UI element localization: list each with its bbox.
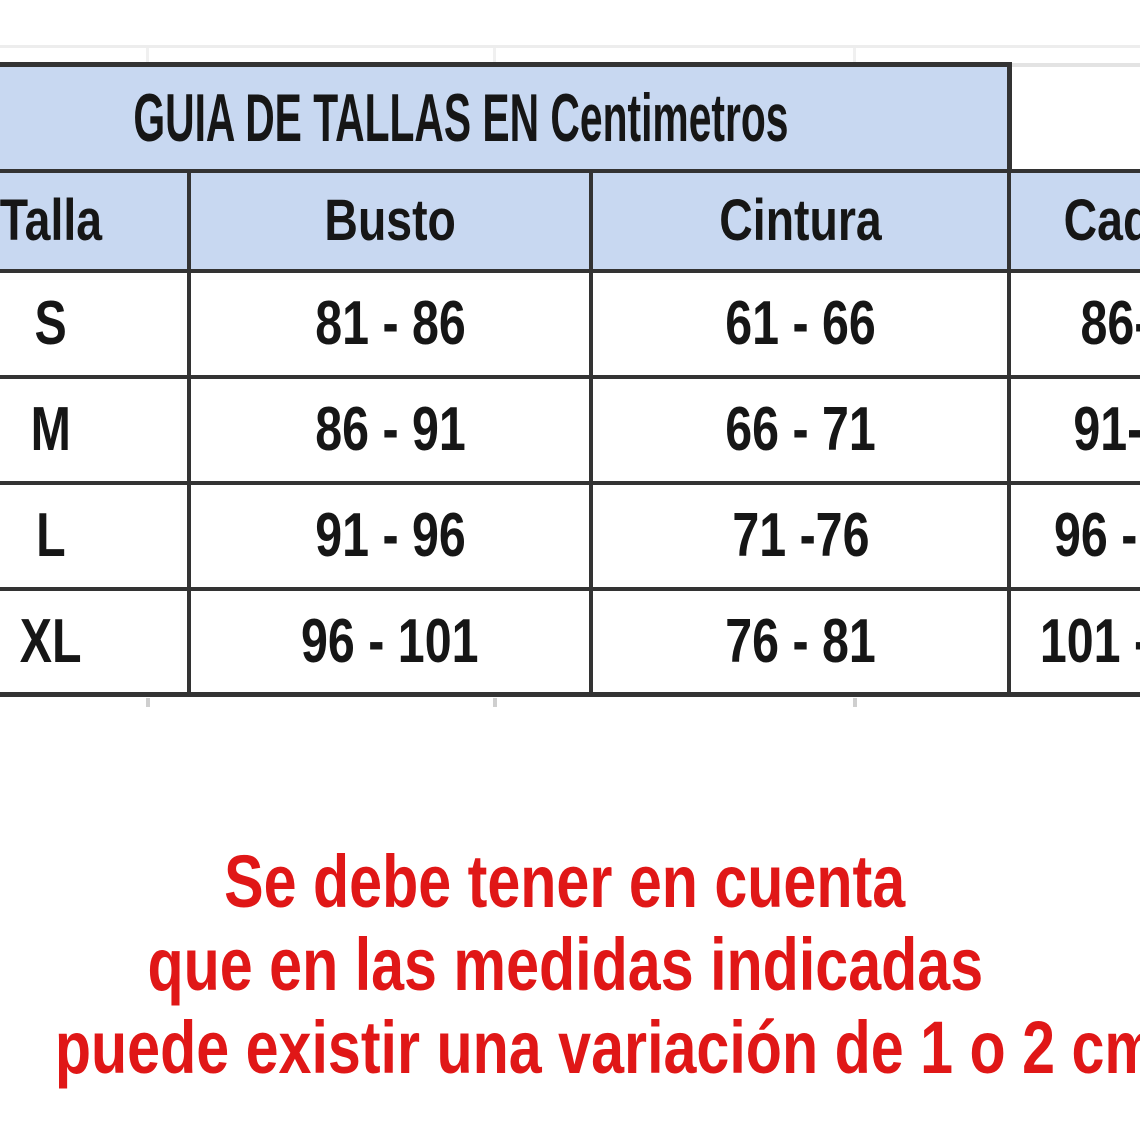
busto-value: 86 - 91 — [314, 395, 466, 464]
table-row-m: M 86 - 91 66 - 71 91- 96 — [0, 374, 1140, 485]
gridline-top — [0, 45, 1140, 48]
size-table: GUIA DE TALLAS EN Centimetros Talla Bust… — [0, 62, 1140, 697]
size-label: S — [34, 289, 67, 358]
cell-cadera: 91- 96 — [1007, 374, 1140, 485]
column-header-talla: Talla — [0, 168, 191, 273]
cell-size: S — [0, 268, 191, 379]
gridline-stub — [853, 48, 856, 62]
note-text: Se debe tener en cuenta — [224, 840, 906, 923]
size-label: L — [35, 501, 66, 570]
table-row-s: S 81 - 86 61 - 66 86-91 — [0, 268, 1140, 379]
cintura-value: 61 - 66 — [725, 289, 876, 358]
gridline-stub — [493, 698, 497, 707]
table-row-l: L 91 - 96 71 -76 96 - 101 — [0, 480, 1140, 591]
cintura-value: 66 - 71 — [725, 395, 876, 464]
note-line-2: que en las medidas indicadas — [0, 923, 1140, 1006]
column-header-busto: Busto — [186, 168, 594, 273]
note-text: puede existir una variación de 1 o 2 cm. — [54, 1006, 1140, 1089]
table-title-row: GUIA DE TALLAS EN Centimetros — [0, 62, 1140, 173]
column-header-label: Talla — [0, 188, 102, 253]
column-header-label: Cadera — [1063, 188, 1140, 253]
cell-size: XL — [0, 586, 191, 697]
column-header-label: Busto — [324, 188, 456, 253]
cell-busto: 81 - 86 — [186, 268, 594, 379]
column-header-label: Cintura — [719, 188, 882, 253]
cell-cintura: 71 -76 — [589, 480, 1012, 591]
empty-corner-cell — [1009, 62, 1140, 171]
cell-cintura: 76 - 81 — [589, 586, 1012, 697]
table-title: GUIA DE TALLAS EN Centimetros — [133, 79, 789, 156]
column-header-cadera: Cadera — [1007, 168, 1140, 273]
size-label: M — [30, 395, 71, 464]
cell-busto: 86 - 91 — [186, 374, 594, 485]
gridline-stub — [493, 48, 496, 62]
cintura-value: 71 -76 — [731, 501, 869, 570]
cadera-value: 86-91 — [1080, 289, 1140, 358]
note-text: que en las medidas indicadas — [147, 923, 983, 1006]
cell-cadera: 101 - 106 — [1007, 586, 1140, 697]
table-title-cell: GUIA DE TALLAS EN Centimetros — [0, 62, 1012, 173]
cell-busto: 96 - 101 — [186, 586, 594, 697]
gridline-stub — [146, 48, 149, 62]
cell-cintura: 66 - 71 — [589, 374, 1012, 485]
cell-size: L — [0, 480, 191, 591]
size-label: XL — [19, 606, 82, 676]
busto-value: 91 - 96 — [314, 501, 466, 570]
cell-cadera: 86-91 — [1007, 268, 1140, 379]
cell-cadera: 96 - 101 — [1007, 480, 1140, 591]
cadera-value: 101 - 106 — [1040, 606, 1140, 676]
cadera-value: 96 - 101 — [1053, 501, 1140, 570]
gridline-stub — [146, 698, 150, 707]
note-line-3: puede existir una variación de 1 o 2 cm. — [0, 1006, 1140, 1089]
cintura-value: 76 - 81 — [725, 606, 876, 676]
cell-cintura: 61 - 66 — [589, 268, 1012, 379]
gridline-stub — [853, 698, 857, 707]
column-header-cintura: Cintura — [589, 168, 1012, 273]
note-line-1: Se debe tener en cuenta — [0, 840, 1140, 923]
busto-value: 81 - 86 — [314, 289, 466, 358]
table-row-xl: XL 96 - 101 76 - 81 101 - 106 — [0, 586, 1140, 697]
table-header-row: Talla Busto Cintura Cadera — [0, 168, 1140, 273]
cell-busto: 91 - 96 — [186, 480, 594, 591]
variation-note: Se debe tener en cuenta que en las medid… — [0, 840, 1140, 1089]
cell-size: M — [0, 374, 191, 485]
busto-value: 96 - 101 — [301, 606, 479, 676]
cadera-value: 91- 96 — [1073, 395, 1140, 464]
